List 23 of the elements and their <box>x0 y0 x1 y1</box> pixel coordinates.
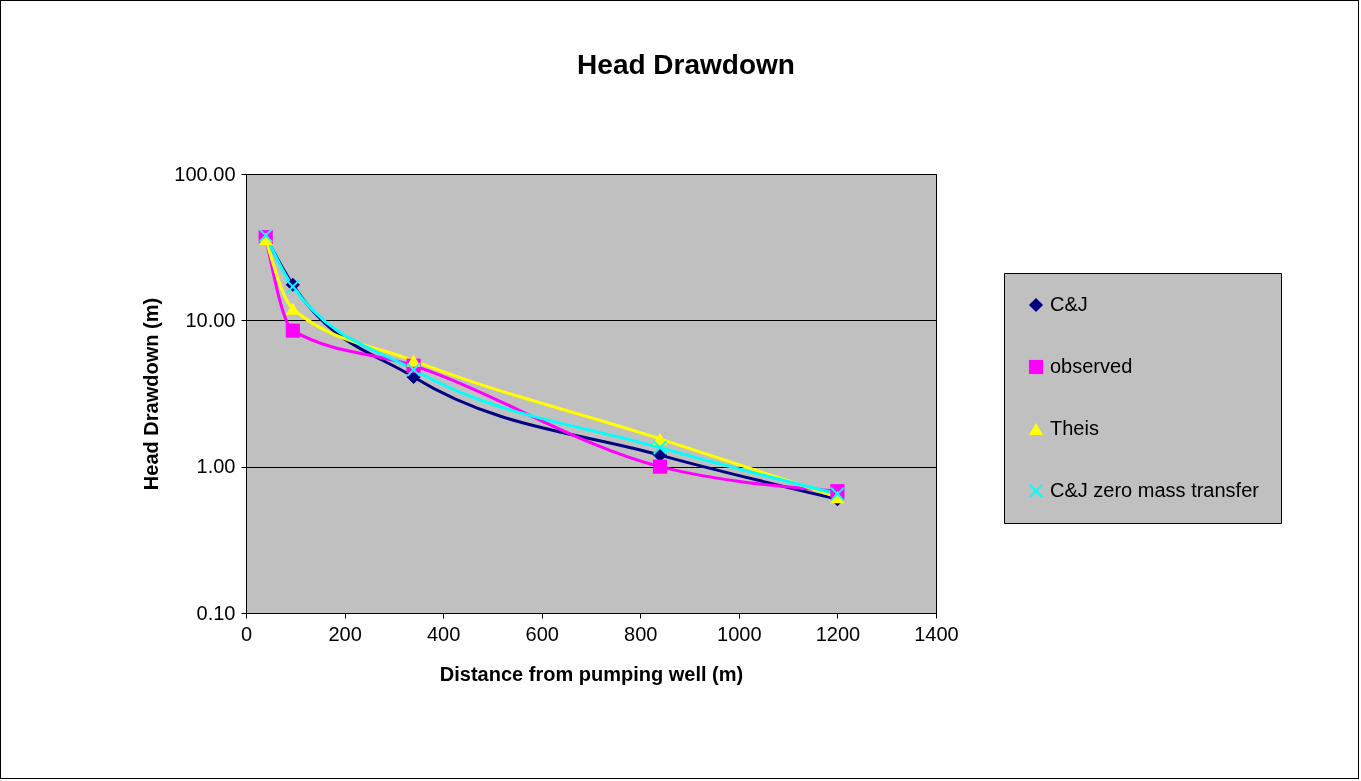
y-tick-label: 1.00 <box>196 455 236 478</box>
point <box>285 323 300 338</box>
legend-label: Theis <box>1050 417 1099 439</box>
point <box>652 459 668 474</box>
point <box>285 302 300 315</box>
y-tick-label: 100.00 <box>174 162 236 185</box>
x-tick-label: 1400 <box>914 622 959 645</box>
point <box>406 362 421 377</box>
y-tick-label: 10.00 <box>185 308 236 331</box>
legend-label: C&J zero mass transfer <box>1050 479 1260 501</box>
x-tick-label: 800 <box>624 622 658 645</box>
x-tick-label: 1000 <box>717 622 762 645</box>
x-tick-label: 600 <box>525 622 559 645</box>
y-axis-title: Head Drawdown (m) <box>140 297 163 491</box>
legend-label: observed <box>1050 355 1133 377</box>
x-tick-label: 1200 <box>815 622 861 645</box>
x-tick-label: 400 <box>426 622 461 645</box>
chart-title: Head Drawdown <box>577 49 795 80</box>
x-tick-label: 200 <box>328 622 362 645</box>
y-tick-label: 0.10 <box>196 601 236 624</box>
legend-label: C&J <box>1050 293 1088 315</box>
x-tick-label: 0 <box>240 622 253 645</box>
x-axis-title: Distance from pumping well (m) <box>439 662 744 685</box>
